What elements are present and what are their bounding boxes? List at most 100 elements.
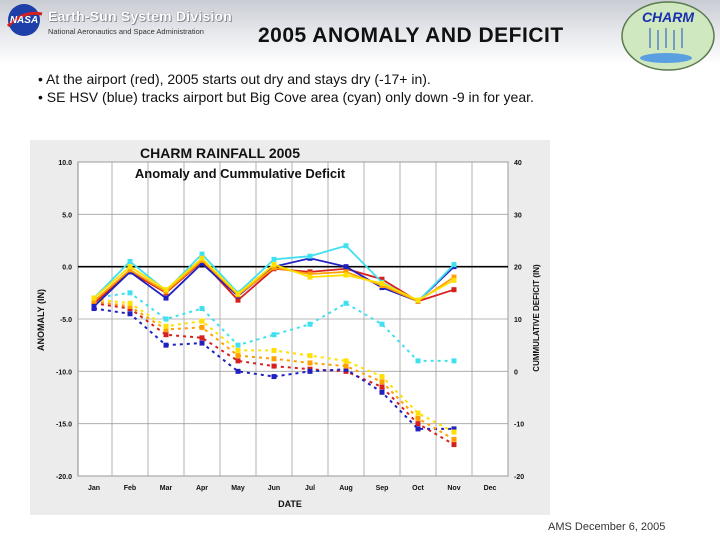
left-tick-label: -15.0: [56, 422, 72, 429]
anomaly-point-orange: [127, 267, 133, 273]
rainfall-chart-svg: 10.0 5.0 0.0 -5.0 -10.0 -15.0 -20.0 40 30 20 10 0 -1…: [30, 140, 550, 515]
right-tick-label: 0: [514, 369, 518, 376]
x-tick-label: Jul: [305, 485, 315, 492]
anomaly-point-yellow: [271, 262, 277, 268]
deficit-point-cyan: [271, 332, 277, 338]
anomaly-point-cyan: [127, 258, 133, 264]
chart-subtitle: Anomaly and Cummulative Deficit: [135, 166, 346, 181]
deficit-point-yellow: [343, 358, 349, 364]
deficit-point-cyan: [199, 306, 205, 312]
anomaly-point-yellow: [199, 255, 205, 261]
header-bar: NASA Earth-Sun System Division National …: [0, 0, 720, 71]
deficit-point-orange: [451, 436, 457, 442]
x-tick-label: Oct: [412, 485, 424, 492]
deficit-point-yellow: [379, 374, 385, 380]
anomaly-point-red: [235, 297, 241, 303]
deficit-point-orange: [415, 415, 421, 421]
left-tick-label: -10.0: [56, 369, 72, 376]
right-tick-label: -10: [514, 422, 524, 429]
anomaly-point-orange: [91, 298, 97, 304]
deficit-point-red: [235, 358, 241, 364]
x-tick-label: Sep: [376, 485, 389, 492]
anomaly-point-yellow: [451, 277, 457, 283]
slide-title: 2005 ANOMALY AND DEFICIT: [258, 24, 564, 47]
rainfall-chart: 10.0 5.0 0.0 -5.0 -10.0 -15.0 -20.0 40 30 20 10 0 -1…: [30, 140, 550, 520]
anomaly-point-yellow: [307, 274, 313, 280]
anomaly-point-yellow: [235, 291, 241, 297]
left-tick-label: -5.0: [60, 317, 72, 324]
anomaly-point-cyan: [271, 256, 277, 262]
deficit-point-cyan: [235, 342, 241, 348]
anomaly-point-orange: [271, 265, 277, 271]
bullet-list: • At the airport (red), 2005 starts out …: [38, 70, 608, 106]
x-tick-label: Apr: [196, 485, 208, 492]
anomaly-point-orange: [451, 274, 457, 280]
deficit-point-red: [451, 442, 457, 448]
left-tick-label: 10.0: [58, 160, 72, 167]
x-tick-label: Feb: [124, 485, 136, 492]
x-tick-label: Jun: [268, 485, 280, 492]
deficit-point-cyan: [379, 321, 385, 327]
deficit-point-yellow: [307, 353, 313, 359]
deficit-point-orange: [271, 356, 277, 362]
right-tick-label: 40: [514, 160, 522, 167]
deficit-point-orange: [199, 324, 205, 330]
deficit-point-red: [199, 335, 205, 341]
deficit-point-yellow: [271, 347, 277, 353]
x-tick-label: May: [231, 485, 245, 492]
deficit-point-blue: [343, 366, 349, 372]
anomaly-point-cyan: [451, 262, 457, 268]
deficit-point-cyan: [451, 358, 457, 364]
deficit-point-blue: [307, 368, 313, 374]
anomaly-point-yellow: [163, 287, 169, 293]
deficit-point-red: [271, 363, 277, 369]
anomaly-point-red: [379, 276, 385, 282]
deficit-point-orange: [343, 363, 349, 369]
anomaly-point-blue: [163, 295, 169, 301]
anomaly-point-yellow: [127, 264, 133, 270]
right-axis-label: CUMMULATIVE DEFICIT (IN): [532, 264, 541, 372]
deficit-point-orange: [235, 353, 241, 359]
deficit-point-orange: [379, 379, 385, 385]
anomaly-point-yellow: [379, 280, 385, 286]
deficit-point-orange: [127, 303, 133, 309]
deficit-point-yellow: [199, 318, 205, 324]
deficit-point-blue: [451, 426, 457, 432]
anomaly-point-blue: [91, 303, 97, 309]
deficit-point-cyan: [415, 358, 421, 364]
nasa-logo-text: NASA: [10, 15, 38, 26]
left-tick-label: -20.0: [56, 474, 72, 481]
org-title: Earth-Sun System Division: [48, 8, 232, 24]
left-tick-label: 0.0: [62, 265, 72, 272]
deficit-point-blue: [415, 426, 421, 432]
anomaly-point-yellow: [343, 272, 349, 278]
x-tick-label: Aug: [339, 485, 353, 492]
deficit-point-yellow: [235, 347, 241, 353]
deficit-point-cyan: [343, 300, 349, 306]
deficit-point-yellow: [415, 410, 421, 416]
deficit-line-cyan: [93, 291, 454, 362]
deficit-point-red: [415, 421, 421, 427]
right-tick-label: -20: [514, 474, 524, 481]
right-tick-label: 30: [514, 212, 522, 219]
anomaly-point-cyan: [199, 251, 205, 257]
x-tick-label: Dec: [484, 485, 497, 492]
x-axis-label: DATE: [278, 499, 302, 509]
anomaly-point-blue: [199, 261, 205, 267]
charm-logo-text: CHARM: [642, 9, 694, 25]
footer-text: AMS December 6, 2005: [548, 521, 666, 533]
left-axis-label: ANOMALY (IN): [36, 289, 46, 351]
org-subtitle: National Aeronautics and Space Administr…: [48, 27, 204, 36]
deficit-point-orange: [163, 326, 169, 332]
anomaly-point-yellow: [91, 295, 97, 301]
deficit-point-blue: [379, 389, 385, 395]
deficit-point-red: [379, 384, 385, 390]
bullet-item: • At the airport (red), 2005 starts out …: [38, 71, 431, 87]
deficit-point-blue: [235, 368, 241, 374]
x-tick-label: Jan: [88, 485, 100, 492]
x-tick-label: Mar: [160, 485, 173, 492]
deficit-point-yellow: [127, 300, 133, 306]
deficit-point-orange: [307, 360, 313, 366]
deficit-point-cyan: [307, 321, 313, 327]
anomaly-point-orange: [343, 269, 349, 275]
